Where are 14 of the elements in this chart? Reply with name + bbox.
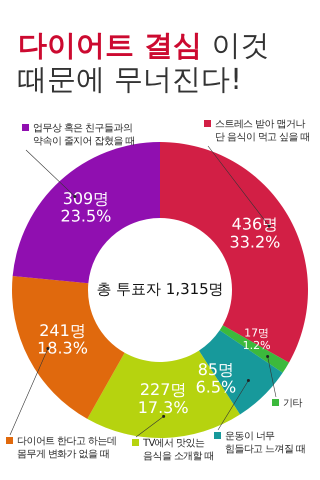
legend-label: 운동이 너무 힘들다고 느껴질 때 [225, 430, 306, 455]
data-label: 436명 33.2% [230, 215, 280, 252]
chart-title: 다이어트 결심 이것 때문에 무너진다! [18, 28, 270, 96]
donut-slice [198, 330, 283, 415]
legend-label: TV에서 맛있는 음식을 소개할 때 [142, 438, 214, 462]
legend-label: 업무상 혹은 친구들과의 약속이 줄지어 잡혔을 때 [33, 122, 135, 147]
text: 총 투표자 1,315명 [96, 280, 224, 298]
legend-label: 스트레스 받아 맵거나 단 음식이 먹고 싶을 때 [215, 118, 310, 143]
legend-label: 기타 [283, 398, 302, 409]
data-label: 309명 23.5% [60, 189, 112, 226]
donut-slice [160, 142, 308, 363]
data-label: 241명 18.3% [37, 322, 88, 358]
legend-label: 다이어트 한다고 하는데 몸무게 변화가 없을 때 [17, 436, 116, 460]
data-label: 227명 17.3% [138, 380, 189, 418]
